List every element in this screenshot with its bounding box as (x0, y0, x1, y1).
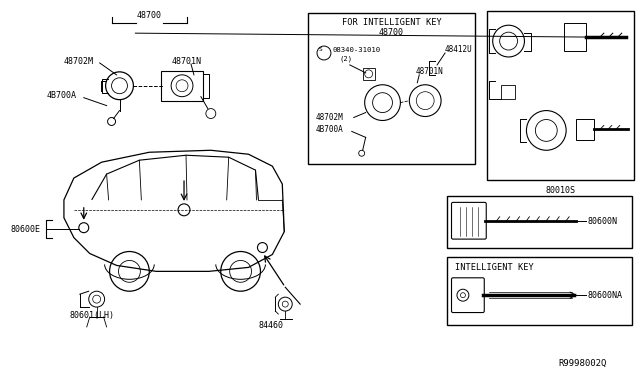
Text: 80601(LH): 80601(LH) (70, 311, 115, 320)
Bar (576, 119, 594, 140)
Text: 48700: 48700 (137, 11, 162, 20)
Text: 48702M: 48702M (316, 113, 344, 122)
Text: 80600E: 80600E (10, 225, 40, 234)
Text: 48702M: 48702M (64, 57, 94, 66)
Text: 80600N: 80600N (588, 217, 618, 226)
Bar (161, 71, 203, 101)
Text: 4B700A: 4B700A (316, 125, 344, 134)
Bar (363, 68, 374, 80)
Bar (564, 23, 586, 51)
Text: 48701N: 48701N (415, 67, 443, 76)
Text: 48700: 48700 (379, 28, 404, 37)
Text: 4B700A: 4B700A (47, 91, 77, 100)
Bar (447, 257, 632, 325)
Text: 84460: 84460 (259, 321, 284, 330)
Text: S: S (319, 46, 323, 52)
Text: FOR INTELLIGENT KEY: FOR INTELLIGENT KEY (342, 18, 442, 27)
Text: 08340-31010: 08340-31010 (333, 47, 381, 53)
Bar (447, 196, 632, 247)
Text: (2): (2) (340, 56, 353, 62)
Text: R9998002Q: R9998002Q (558, 359, 607, 368)
Text: 80010S: 80010S (545, 186, 575, 195)
Text: INTELLIGENT KEY: INTELLIGENT KEY (455, 263, 534, 272)
Text: 48412U: 48412U (445, 45, 473, 54)
Bar (500, 85, 515, 99)
Text: 48701N: 48701N (171, 57, 201, 66)
Bar (487, 11, 634, 180)
Text: 80600NA: 80600NA (588, 291, 623, 300)
Bar (308, 13, 475, 164)
